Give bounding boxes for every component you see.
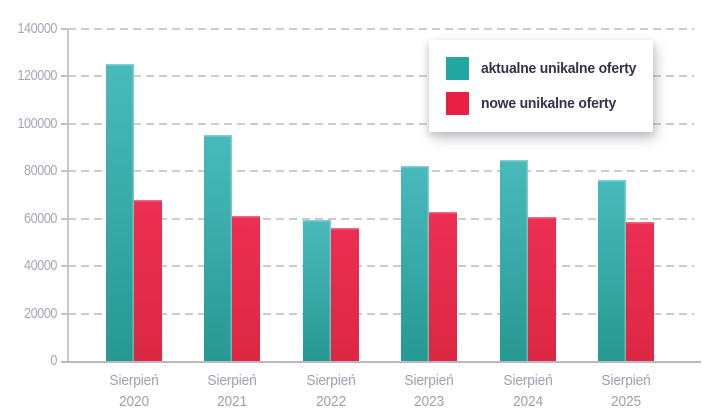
bar-nowe-2020[interactable] bbox=[133, 199, 162, 361]
x-axis-category-label: Sierpień 2023 bbox=[381, 370, 477, 412]
x-label-year: 2021 bbox=[217, 393, 247, 410]
y-axis-tick-mark bbox=[61, 312, 68, 315]
y-axis-tick-mark bbox=[61, 170, 68, 173]
x-label-year: 2020 bbox=[118, 393, 149, 410]
x-label-year: 2025 bbox=[611, 393, 641, 410]
y-axis-tick-mark bbox=[61, 217, 68, 220]
y-axis-line bbox=[67, 29, 69, 363]
gridline bbox=[68, 170, 694, 173]
legend-swatch-icon bbox=[446, 92, 469, 115]
legend-label: nowe unikalne oferty bbox=[481, 95, 617, 112]
y-axis-tick-label: 100000 bbox=[17, 114, 57, 132]
x-axis-category-label: Sierpień 2021 bbox=[184, 370, 280, 412]
gridline bbox=[68, 265, 694, 268]
x-axis-category-label: Sierpień 2025 bbox=[578, 370, 674, 412]
y-axis-tick-mark bbox=[61, 122, 68, 125]
x-axis-category-label: Sierpień 2024 bbox=[480, 370, 576, 412]
y-axis-tick-label: 40000 bbox=[24, 257, 57, 275]
bar-aktualne-2021[interactable] bbox=[204, 134, 232, 361]
bar-aktualne-2025[interactable] bbox=[598, 180, 626, 361]
x-label-month: Sierpień bbox=[502, 372, 553, 389]
y-axis-tick-mark bbox=[61, 28, 68, 30]
legend-label: aktualne unikalne oferty bbox=[481, 60, 637, 77]
y-axis-tick-label: 120000 bbox=[17, 67, 57, 85]
x-label-month: Sierpień bbox=[207, 372, 257, 389]
y-axis-tick-mark bbox=[61, 75, 68, 78]
y-axis-tick-label: 0 bbox=[50, 352, 57, 369]
legend-item-nowe[interactable]: nowe unikalne oferty bbox=[446, 92, 645, 115]
bar-aktualne-2023[interactable] bbox=[401, 166, 429, 361]
x-label-month: Sierpień bbox=[404, 372, 454, 389]
x-label-month: Sierpień bbox=[305, 372, 356, 389]
legend: aktualne unikalne oferty nowe unikalne of… bbox=[429, 40, 653, 132]
y-axis-tick-label: 20000 bbox=[24, 304, 57, 322]
gridline bbox=[68, 75, 694, 78]
y-axis-tick-label: 80000 bbox=[24, 162, 57, 180]
legend-swatch-icon bbox=[446, 57, 469, 80]
gridline bbox=[68, 217, 694, 220]
x-label-year: 2023 bbox=[414, 393, 444, 410]
bar-aktualne-2020[interactable] bbox=[105, 63, 134, 361]
y-axis-tick-label: 60000 bbox=[24, 209, 57, 227]
gridline bbox=[68, 122, 694, 125]
y-axis-tick-label: 140000 bbox=[17, 20, 57, 37]
bar-aktualne-2024[interactable] bbox=[499, 159, 528, 361]
bar-nowe-2024[interactable] bbox=[527, 217, 556, 361]
bar-nowe-2022[interactable] bbox=[330, 228, 359, 361]
x-axis-line bbox=[61, 361, 701, 363]
y-axis-tick-mark bbox=[61, 265, 68, 268]
x-label-year: 2022 bbox=[315, 393, 346, 410]
x-axis-category-label: Sierpień 2022 bbox=[283, 370, 379, 412]
x-axis-category-label: Sierpień 2020 bbox=[86, 370, 182, 412]
x-label-year: 2024 bbox=[512, 393, 543, 410]
bar-aktualne-2022[interactable] bbox=[302, 220, 331, 361]
legend-item-aktualne[interactable]: aktualne unikalne oferty bbox=[446, 57, 645, 80]
gridline bbox=[68, 312, 694, 315]
bar-nowe-2025[interactable] bbox=[626, 222, 654, 361]
x-label-month: Sierpień bbox=[108, 372, 159, 389]
gridline bbox=[68, 28, 694, 30]
x-label-month: Sierpień bbox=[601, 372, 651, 389]
bar-nowe-2023[interactable] bbox=[429, 211, 457, 361]
bar-nowe-2021[interactable] bbox=[232, 215, 260, 361]
